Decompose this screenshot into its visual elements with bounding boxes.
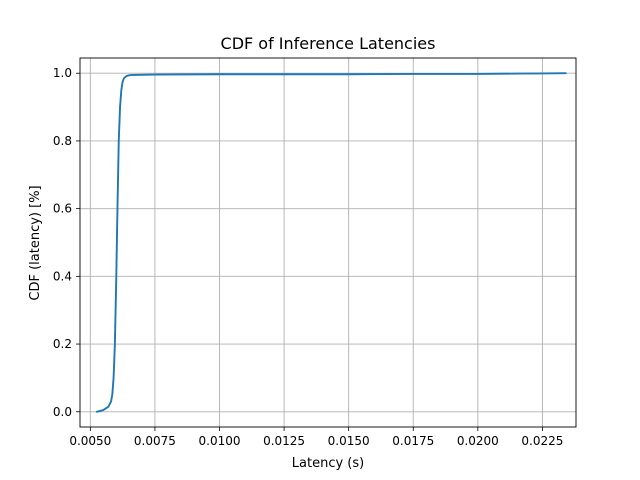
- x-tick-label: 0.0175: [392, 434, 434, 448]
- x-tick-label: 0.0225: [521, 434, 563, 448]
- x-tick-label: 0.0075: [134, 434, 176, 448]
- series-layer: [95, 72, 567, 413]
- y-tick-label: 0.2: [53, 337, 72, 351]
- x-tick-label: 0.0125: [263, 434, 305, 448]
- y-axis-label: CDF (latency) [%]: [28, 185, 43, 300]
- y-tick-label: 1.0: [53, 66, 72, 80]
- cdf-series-line: [95, 72, 567, 413]
- x-tick-label: 0.0100: [199, 434, 241, 448]
- x-tick-label: 0.0200: [457, 434, 499, 448]
- y-tick-label: 0.6: [53, 202, 72, 216]
- plot-frame: [79, 57, 577, 428]
- chart-title: CDF of Inference Latencies: [221, 34, 436, 53]
- x-axis-label: Latency (s): [292, 456, 364, 471]
- x-tick-label: 0.0050: [69, 434, 111, 448]
- ticks: 0.0050 0.0075 0.0100 0.0125 0.0150 0.0175 0.02…: [53, 66, 564, 448]
- x-tick-label: 0.0150: [328, 434, 370, 448]
- grid: [80, 58, 576, 427]
- y-tick-label: 0.8: [53, 134, 72, 148]
- y-tick-label: 0.0: [53, 405, 72, 419]
- y-tick-label: 0.4: [53, 269, 72, 283]
